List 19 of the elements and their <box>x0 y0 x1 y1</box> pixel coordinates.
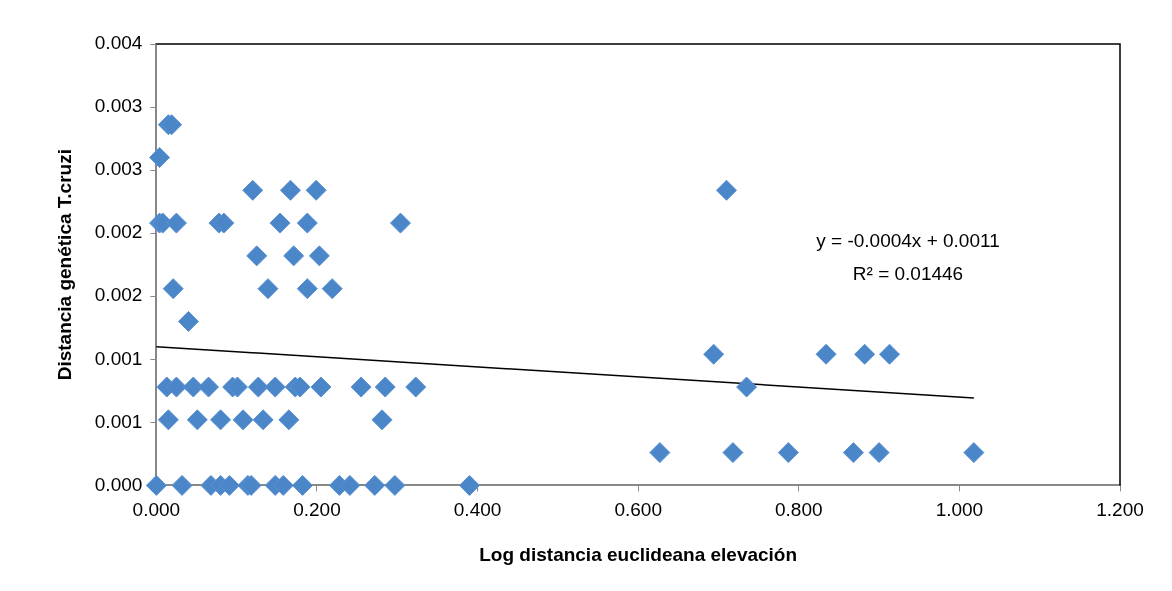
x-tick-label: 1.000 <box>935 499 984 521</box>
y-tick-label: 0.001 <box>94 347 143 369</box>
y-tick-label: 0.004 <box>94 32 143 54</box>
y-tick-label: 0.003 <box>94 158 143 180</box>
y-tick-label: 0.002 <box>94 221 143 243</box>
y-tick-label: 0.001 <box>94 410 143 432</box>
annotation: R² = 0.01446 <box>852 263 964 285</box>
y-tick-label: 0.000 <box>94 473 143 495</box>
y-tick-label: 0.002 <box>94 284 143 306</box>
annotation: y = -0.0004x + 0.0011 <box>816 230 1000 252</box>
x-tick-label: 0.200 <box>293 499 341 521</box>
y-axis-title: Distancia genética T.cruzi <box>53 149 75 381</box>
x-tick-label: 0.000 <box>132 499 181 521</box>
x-axis-title: Log distancia euclideana elevación <box>479 543 798 565</box>
x-tick-label: 0.800 <box>775 499 823 521</box>
x-tick-label: 0.600 <box>614 499 662 521</box>
x-tick-label: 0.400 <box>453 499 502 521</box>
x-tick-label: 1.200 <box>1096 499 1144 521</box>
y-tick-label: 0.003 <box>94 95 143 117</box>
